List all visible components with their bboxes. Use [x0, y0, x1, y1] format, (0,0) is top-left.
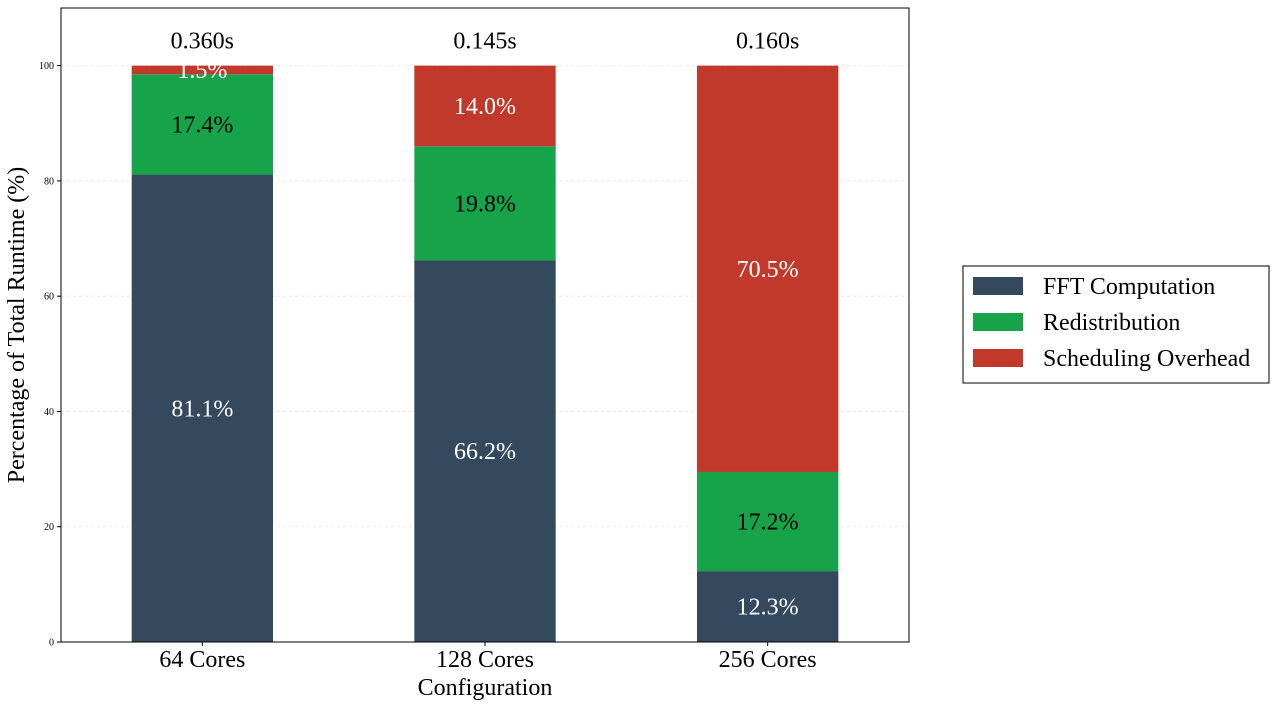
x-tick-labels: 64 Cores 128 Cores 256 Cores	[159, 642, 817, 673]
bar-segment	[131, 174, 273, 642]
bar-segment	[414, 146, 556, 261]
legend-swatch	[973, 349, 1023, 367]
bar-segment	[414, 65, 556, 147]
segment-label: 17.2%	[737, 510, 799, 536]
bar-segment	[697, 471, 839, 572]
segment-label: 14.0%	[454, 94, 516, 120]
legend-entry: FFT Computation	[1043, 274, 1215, 300]
bar-segment	[414, 260, 556, 642]
legend-entry: Scheduling Overhead	[1043, 346, 1250, 372]
legend: FFT Computation Redistribution Scheduling …	[962, 265, 1270, 384]
segment-label: 1.5%	[177, 58, 227, 84]
segment-label: 19.8%	[454, 191, 516, 217]
y-ticks: 0 20 40 60 80 100	[39, 61, 61, 649]
segment-label: 12.3%	[737, 595, 799, 621]
x-tick-label: 64 Cores	[159, 647, 245, 673]
segment-label: 17.4%	[171, 112, 233, 138]
total-runtime-label: 0.160s	[736, 29, 799, 55]
total-runtime-label: 0.360s	[171, 29, 234, 55]
y-tick-label: 20	[44, 522, 54, 533]
y-tick-label: 60	[44, 292, 54, 303]
x-tick-label: 128 Cores	[436, 647, 534, 673]
y-tick-label: 100	[39, 61, 54, 72]
segment-label: 66.2%	[454, 439, 516, 465]
bar-segment	[697, 65, 839, 472]
y-tick-label: 0	[49, 638, 54, 649]
y-tick-label: 80	[44, 176, 54, 187]
segment-label: 81.1%	[171, 396, 233, 422]
data-labels: 81.1% 17.4% 1.5% 0.360s 66.2% 19.8% 14.0% 0.145…	[171, 29, 800, 621]
y-tick-label: 40	[44, 407, 54, 418]
x-axis-title: Configuration	[418, 675, 553, 701]
legend-swatch	[973, 313, 1023, 331]
x-tick-label: 256 Cores	[719, 647, 817, 673]
bar-segment	[697, 571, 839, 642]
segment-label: 70.5%	[737, 257, 799, 283]
legend-entry: Redistribution	[1043, 310, 1180, 336]
bar-segment	[131, 74, 273, 175]
legend-swatch	[973, 277, 1023, 295]
total-runtime-label: 0.145s	[453, 29, 516, 55]
bars	[131, 65, 839, 642]
y-axis-title: Percentage of Total Runtime (%)	[4, 167, 30, 483]
bar-segment	[131, 65, 273, 75]
